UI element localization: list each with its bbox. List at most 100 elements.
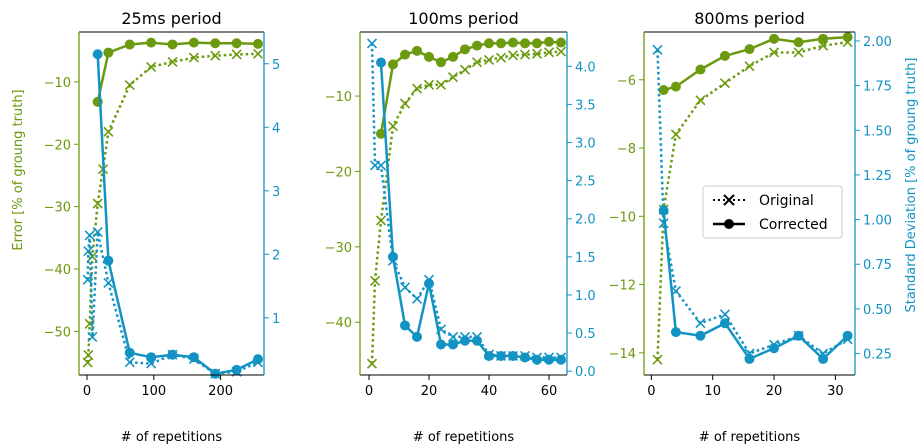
data-point-dot-marker <box>842 32 853 43</box>
y-left-tick-label: −30 <box>44 201 71 216</box>
chart-panel-2: 100ms period 0 20 40 60 # of repetitions −40 −3… <box>325 9 596 445</box>
data-point-dot-marker <box>188 37 199 48</box>
data-point-dot-marker <box>508 350 518 361</box>
data-point-x-marker <box>124 357 135 368</box>
x-tick-label: 0 <box>83 384 91 399</box>
data-point-dot-marker <box>818 33 829 44</box>
data-point-dot-marker <box>472 40 482 51</box>
data-point-dot-marker <box>400 320 410 331</box>
x-tick-label: 20 <box>421 384 438 399</box>
data-point-x-marker <box>695 318 706 329</box>
y-right-tick-label: 1.50 <box>863 124 892 139</box>
left-axis-label: Error [% of groung truth] <box>11 89 26 250</box>
data-point-dot-marker <box>388 59 398 70</box>
chart-title: 100ms period <box>408 9 519 28</box>
data-point-x-marker <box>768 47 780 58</box>
data-point-dot-marker <box>556 354 566 365</box>
data-point-dot-marker <box>484 38 494 49</box>
y-right-tick-label: 1.0 <box>575 289 596 304</box>
chart-title: 800ms period <box>694 9 805 28</box>
data-point-dot-marker <box>252 38 263 49</box>
data-point-dot-marker <box>532 354 542 365</box>
data-point-x-marker <box>375 160 387 171</box>
y-right-tick-label: 1.00 <box>863 214 892 229</box>
data-point-dot-marker <box>210 38 221 49</box>
data-point-dot-marker <box>231 364 242 375</box>
x-tick-label: 10 <box>704 384 721 399</box>
y-left-tick-label: −20 <box>325 165 352 180</box>
x-tick-label: 30 <box>827 384 844 399</box>
data-point-dot-marker <box>460 335 470 346</box>
y-left-tick-label: −8 <box>617 142 636 157</box>
data-point-dot-marker <box>556 37 566 48</box>
data-point-x-marker <box>411 83 423 94</box>
series-line-original-std <box>370 43 561 359</box>
data-point-x-marker <box>82 274 93 285</box>
data-point-dot-marker <box>793 330 804 341</box>
data-point-dot-marker <box>103 255 114 266</box>
chart-title: 25ms period <box>121 9 221 28</box>
data-point-dot-marker <box>424 278 434 289</box>
data-point-x-marker <box>495 52 507 63</box>
x-tick-label: 20 <box>766 384 783 399</box>
data-point-x-marker <box>188 52 199 63</box>
data-point-dot-marker <box>388 251 398 262</box>
data-point-x-marker <box>103 126 114 137</box>
data-point-dot-marker <box>842 330 853 341</box>
data-point-x-marker <box>252 48 264 59</box>
data-point-x-marker <box>167 56 178 68</box>
data-point-dot-marker <box>695 64 706 75</box>
data-point-x-marker <box>507 50 519 61</box>
legend-corrected-label: Corrected <box>759 217 828 233</box>
data-point-dot-marker <box>744 353 755 364</box>
data-point-dot-marker <box>769 343 780 354</box>
data-point-x-marker <box>366 358 378 369</box>
data-point-x-marker <box>84 230 95 241</box>
data-point-x-marker <box>366 38 378 49</box>
data-point-dot-marker <box>146 37 157 48</box>
data-point-dot-marker <box>376 128 386 139</box>
y-right-tick-label: 0.5 <box>575 327 596 342</box>
data-point-x-marker <box>719 309 731 320</box>
data-point-x-marker <box>387 121 399 132</box>
data-point-x-marker <box>670 129 681 140</box>
y-right-tick-label: 2 <box>272 248 280 263</box>
y-right-tick-label: 0.75 <box>863 258 892 273</box>
y-right-tick-label: 2.5 <box>575 175 596 190</box>
data-point-x-marker <box>124 79 135 91</box>
legend: Original Corrected <box>702 185 843 239</box>
y-right-tick-label: 2.0 <box>575 213 596 228</box>
data-point-dot-marker <box>544 36 554 47</box>
data-point-dot-marker <box>124 347 135 358</box>
data-point-x-marker <box>652 354 663 365</box>
data-point-dot-marker <box>670 81 681 92</box>
x-tick-label: 200 <box>208 384 233 399</box>
data-point-x-marker <box>399 98 411 109</box>
data-point-dot-marker <box>436 339 446 350</box>
data-point-x-marker <box>435 79 447 90</box>
data-point-dot-marker <box>124 39 135 50</box>
data-point-dot-marker <box>167 349 178 360</box>
data-point-dot-marker <box>520 352 530 363</box>
x-axis-label: # of repetitions <box>121 430 223 445</box>
data-point-x-marker <box>793 47 804 58</box>
x-tick-label: 0 <box>365 384 373 399</box>
data-point-x-marker <box>744 61 755 72</box>
data-point-x-marker <box>369 275 381 286</box>
data-point-dot-marker <box>793 37 804 48</box>
data-point-x-marker <box>92 198 103 209</box>
legend-original-marker <box>723 194 735 206</box>
data-point-dot-marker <box>400 49 410 60</box>
data-point-dot-marker <box>744 44 755 55</box>
data-point-x-marker <box>447 331 459 342</box>
data-point-x-marker <box>146 61 157 72</box>
data-point-dot-marker <box>412 45 422 56</box>
y-right-tick-label: 3.0 <box>575 137 596 152</box>
y-right-tick-label: 1.25 <box>863 169 892 184</box>
y-left-tick-label: −12 <box>609 279 636 294</box>
data-point-dot-marker <box>695 330 706 341</box>
data-point-x-marker <box>231 49 242 60</box>
y-left-tick-label: −50 <box>44 325 71 340</box>
data-point-dot-marker <box>376 57 386 68</box>
y-right-tick-label: 1.75 <box>863 80 892 95</box>
